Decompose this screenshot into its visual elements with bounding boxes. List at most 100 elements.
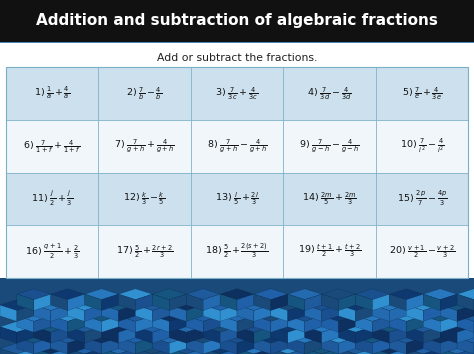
Polygon shape (237, 338, 254, 354)
Polygon shape (51, 305, 68, 321)
Text: Add or subtract the fractions.: Add or subtract the fractions. (157, 53, 317, 63)
Polygon shape (68, 338, 85, 354)
Polygon shape (203, 338, 220, 354)
Polygon shape (457, 316, 474, 332)
Polygon shape (136, 327, 152, 343)
Polygon shape (85, 332, 118, 343)
Polygon shape (288, 294, 305, 310)
Polygon shape (440, 299, 474, 310)
Polygon shape (356, 338, 373, 354)
Polygon shape (169, 327, 186, 343)
Polygon shape (203, 349, 220, 354)
Polygon shape (389, 310, 423, 321)
Polygon shape (220, 327, 237, 343)
Polygon shape (17, 289, 51, 299)
Polygon shape (288, 305, 305, 321)
Bar (191, 67, 283, 120)
Polygon shape (440, 338, 457, 354)
Polygon shape (322, 332, 356, 343)
Polygon shape (169, 349, 186, 354)
Bar (98, 172, 191, 225)
Polygon shape (356, 305, 373, 321)
Polygon shape (338, 299, 373, 310)
Polygon shape (406, 338, 423, 354)
Polygon shape (68, 305, 85, 321)
Polygon shape (305, 327, 322, 343)
Polygon shape (118, 305, 136, 321)
Polygon shape (356, 332, 389, 343)
Polygon shape (373, 349, 389, 354)
Text: 5) $\frac{7}{e}+\frac{4}{3e}$: 5) $\frac{7}{e}+\frac{4}{3e}$ (402, 85, 442, 102)
Polygon shape (68, 299, 101, 310)
Polygon shape (254, 349, 271, 354)
Polygon shape (271, 343, 305, 354)
Polygon shape (220, 338, 237, 354)
Polygon shape (406, 327, 423, 343)
Polygon shape (68, 327, 85, 343)
Text: 9) $\frac{7}{g-h}-\frac{4}{g-h}$: 9) $\frac{7}{g-h}-\frac{4}{g-h}$ (299, 137, 360, 155)
Polygon shape (152, 289, 186, 299)
Bar (376, 120, 468, 173)
Polygon shape (203, 316, 220, 332)
Bar (376, 67, 468, 120)
Polygon shape (305, 316, 322, 332)
Bar (376, 172, 468, 225)
Text: Addition and subtraction of algebraic fractions: Addition and subtraction of algebraic fr… (36, 13, 438, 28)
Polygon shape (136, 349, 152, 354)
Polygon shape (101, 305, 118, 321)
Polygon shape (305, 305, 322, 321)
Polygon shape (237, 343, 271, 354)
Bar (6, 67, 468, 278)
Text: 20) $\frac{v+1}{2}-\frac{v+2}{3}$: 20) $\frac{v+1}{2}-\frac{v+2}{3}$ (389, 243, 455, 260)
Polygon shape (68, 294, 85, 310)
Polygon shape (457, 305, 474, 321)
Polygon shape (152, 316, 169, 332)
Polygon shape (389, 289, 423, 299)
Polygon shape (271, 338, 288, 354)
Polygon shape (0, 349, 17, 354)
Polygon shape (34, 305, 51, 321)
Polygon shape (136, 305, 152, 321)
Text: 4) $\frac{7}{3d}-\frac{4}{3d}$: 4) $\frac{7}{3d}-\frac{4}{3d}$ (307, 85, 352, 102)
Polygon shape (373, 327, 389, 343)
Polygon shape (0, 299, 34, 310)
Polygon shape (152, 327, 169, 343)
Polygon shape (305, 294, 322, 310)
Bar (6, 120, 98, 173)
Polygon shape (356, 294, 373, 310)
Polygon shape (0, 321, 34, 332)
Polygon shape (101, 349, 118, 354)
Polygon shape (0, 343, 34, 354)
Polygon shape (101, 327, 118, 343)
Polygon shape (17, 327, 34, 343)
Polygon shape (322, 349, 338, 354)
Polygon shape (34, 321, 68, 332)
Polygon shape (17, 349, 34, 354)
Polygon shape (457, 294, 474, 310)
Polygon shape (305, 343, 338, 354)
Polygon shape (423, 327, 440, 343)
Polygon shape (0, 327, 17, 343)
Bar (283, 67, 376, 120)
Polygon shape (85, 338, 101, 354)
Polygon shape (288, 316, 305, 332)
Polygon shape (322, 316, 338, 332)
Bar (283, 120, 376, 173)
Polygon shape (271, 321, 305, 332)
Bar (98, 225, 191, 278)
Polygon shape (338, 316, 356, 332)
Polygon shape (34, 327, 51, 343)
Polygon shape (169, 299, 203, 310)
Polygon shape (34, 294, 51, 310)
Polygon shape (186, 349, 203, 354)
Polygon shape (322, 305, 338, 321)
Polygon shape (406, 316, 423, 332)
Polygon shape (440, 316, 457, 332)
Polygon shape (389, 327, 406, 343)
Bar (0, 0, 474, 42)
Polygon shape (186, 305, 203, 321)
Polygon shape (237, 299, 271, 310)
Polygon shape (389, 349, 406, 354)
Bar (0, 42, 474, 43)
Text: 7) $\frac{7}{g+h}+\frac{4}{g+h}$: 7) $\frac{7}{g+h}+\frac{4}{g+h}$ (114, 137, 175, 155)
